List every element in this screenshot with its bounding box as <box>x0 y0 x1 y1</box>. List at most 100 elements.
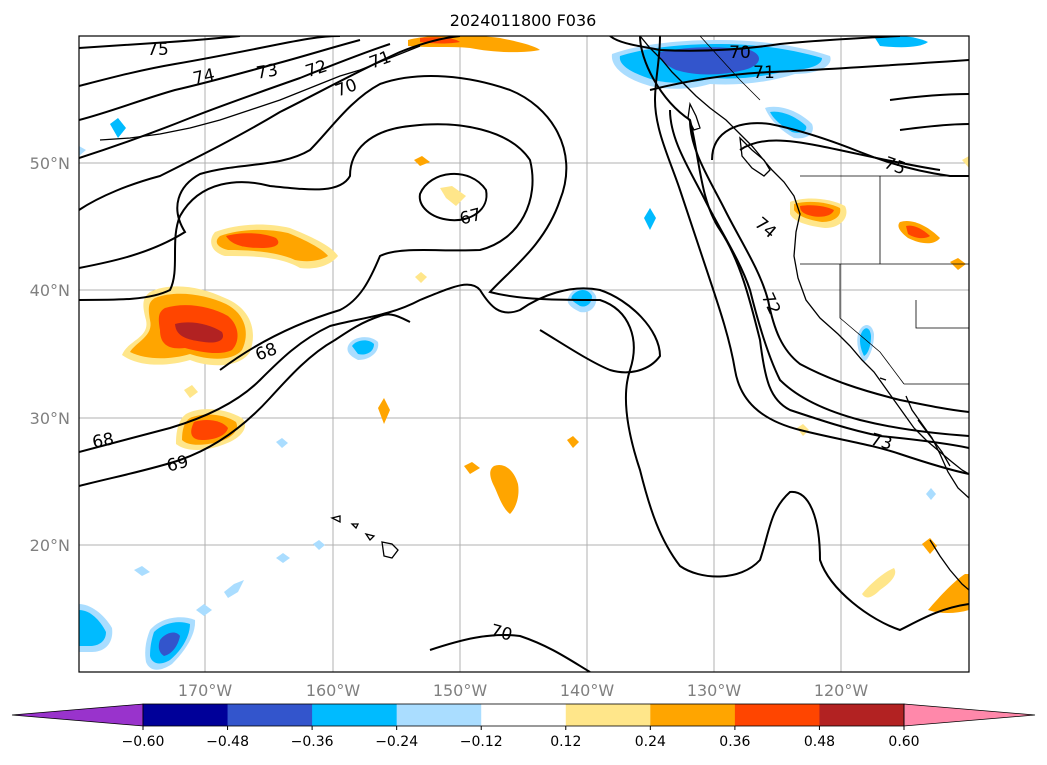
colorbar-extend-low <box>11 703 144 727</box>
shade-patch <box>134 566 150 576</box>
contour-label: 68 <box>91 429 116 452</box>
shade-patch <box>800 205 834 217</box>
gulf-of-california <box>917 419 951 467</box>
colorbar-tick-label: 0.48 <box>804 734 835 750</box>
shade-patch <box>875 36 928 48</box>
contour-74-east <box>653 36 969 475</box>
hawaii-maui <box>364 532 376 542</box>
shade-patch <box>962 156 969 168</box>
lon-axis: 170°W 160°W 150°W 140°W 130°W 120°W <box>178 681 869 700</box>
colorbar-swatch <box>819 704 905 726</box>
nv-az-border <box>915 300 969 329</box>
colorbar-tick-label: −0.12 <box>460 734 503 750</box>
contour-67 <box>418 173 488 222</box>
shade-patch <box>414 156 430 166</box>
mexico-coast <box>929 539 969 591</box>
lon-label: 120°W <box>814 681 869 700</box>
shade-patch <box>224 580 244 598</box>
hawaii-oahu <box>350 523 360 530</box>
colorbar-swatch <box>227 704 313 726</box>
shade-patch <box>226 233 279 248</box>
shade-patch <box>415 272 427 283</box>
lat-label: 50°N <box>30 154 70 173</box>
lat-label: 40°N <box>30 281 70 300</box>
contour-74 <box>79 36 341 87</box>
lat-label: 20°N <box>30 536 70 555</box>
vancouver-island <box>739 136 771 177</box>
contour-69 <box>79 313 411 487</box>
colorbar-tick-label: −0.60 <box>122 734 165 750</box>
contour-70-west <box>79 75 969 632</box>
shade-patch <box>175 322 224 343</box>
contour-label: 73 <box>255 60 280 83</box>
shade-patch <box>926 488 936 500</box>
hawaii-kauai <box>330 515 341 524</box>
shade-patch <box>313 540 325 550</box>
shade-patch <box>770 111 807 133</box>
shade-patch <box>191 420 228 440</box>
contour-68 <box>79 123 534 371</box>
contour-75-east <box>711 122 969 177</box>
colorbar-swatch <box>143 704 229 726</box>
lat-label: 30°N <box>30 409 70 428</box>
lat-axis: 50°N 40°N 30°N 20°N <box>30 154 70 555</box>
colorbar-swatch <box>481 704 567 726</box>
shade-patch <box>276 438 288 448</box>
shade-patch <box>276 553 290 563</box>
contour-70-south <box>429 633 591 672</box>
colorbar-swatch <box>396 704 482 726</box>
alaska-bc-coast <box>639 36 969 475</box>
contour-70-north <box>609 36 901 52</box>
contour-label: 74 <box>191 65 216 89</box>
colorbar-tick-label: 0.36 <box>719 734 750 750</box>
lon-label: 130°W <box>687 681 742 700</box>
baja-coast <box>905 395 969 499</box>
contour-68-south <box>79 283 662 453</box>
colorbar <box>11 703 1036 727</box>
contour-73-east <box>669 109 969 437</box>
haida-gwaii <box>687 101 701 131</box>
colorbar-tick-label: 0.24 <box>635 734 666 750</box>
lon-label: 140°W <box>560 681 615 700</box>
contour-label: 70 <box>729 43 751 63</box>
shade-patch <box>110 118 126 138</box>
map-title: 2024011800 F036 <box>450 11 597 30</box>
contour-label: 75 <box>147 40 169 60</box>
shade-patch <box>906 225 930 239</box>
channel-islands <box>879 377 887 381</box>
contour-72-east <box>689 119 969 413</box>
colorbar-tick-label: −0.24 <box>375 734 418 750</box>
colorbar-swatch <box>650 704 736 726</box>
negative-patches <box>79 36 936 670</box>
shade-patch <box>196 604 212 616</box>
contour-72 <box>79 43 391 159</box>
shade-patch <box>922 538 937 554</box>
colorbar-tick-label: −0.36 <box>291 734 334 750</box>
contour-label: 71 <box>753 63 775 83</box>
colorbar-swatch <box>734 704 820 726</box>
contour-73 <box>79 39 361 121</box>
contour-71 <box>79 36 461 211</box>
shade-patch <box>184 385 198 398</box>
contour-74-ne <box>889 93 969 101</box>
colorbar-tick-label: −0.48 <box>206 734 249 750</box>
plot-area: 75 74 73 72 71 70 70 71 67 68 68 69 74 7… <box>79 36 969 672</box>
shade-patch <box>158 632 180 656</box>
shade-patch <box>860 328 871 356</box>
colorbar-swatch <box>312 704 398 726</box>
colorbar-tick-label: 0.60 <box>888 734 919 750</box>
hawaii-big <box>381 541 399 559</box>
shade-patch <box>490 464 519 514</box>
lon-label: 160°W <box>306 681 361 700</box>
contour-70-east <box>639 36 969 449</box>
shade-patch <box>567 436 579 448</box>
shade-patch <box>571 290 592 307</box>
colorbar-swatch <box>565 704 651 726</box>
shade-patch <box>440 186 466 206</box>
colorbar-extend-high <box>903 703 1036 727</box>
colorbar-tick-label: 0.12 <box>550 734 581 750</box>
plot-frame <box>78 35 970 673</box>
contour-75 <box>79 36 241 49</box>
shade-patch <box>928 574 969 613</box>
